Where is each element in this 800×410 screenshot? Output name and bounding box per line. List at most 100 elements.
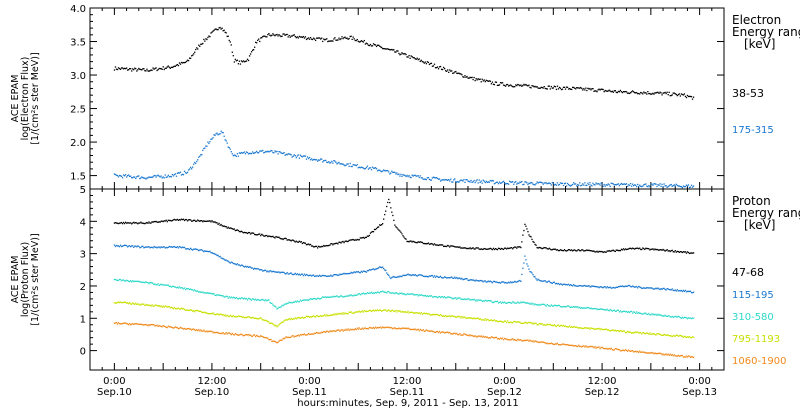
data-point — [140, 323, 142, 325]
data-point — [441, 296, 444, 298]
data-point — [343, 272, 345, 275]
data-point — [351, 328, 353, 331]
data-point — [296, 155, 298, 157]
data-point — [191, 220, 193, 222]
data-point — [288, 273, 290, 275]
data-point — [364, 167, 367, 170]
data-point — [604, 89, 606, 92]
data-point — [270, 235, 272, 238]
data-point — [347, 272, 349, 275]
data-point — [213, 29, 215, 32]
data-point — [200, 329, 202, 331]
data-point — [314, 332, 317, 335]
data-point — [590, 89, 592, 91]
data-point — [403, 236, 405, 238]
data-point — [401, 233, 403, 235]
data-point — [429, 275, 432, 277]
data-point — [584, 182, 586, 184]
data-point — [279, 272, 281, 274]
data-point — [143, 324, 145, 326]
data-point — [453, 72, 455, 74]
data-point — [154, 174, 156, 177]
data-point — [118, 67, 121, 70]
data-point — [427, 242, 430, 244]
data-point — [423, 275, 425, 278]
data-point — [356, 294, 358, 296]
data-point — [157, 305, 159, 307]
data-point — [403, 53, 405, 55]
data-point — [639, 184, 641, 186]
data-point — [262, 299, 264, 301]
data-point — [495, 181, 498, 183]
data-point — [433, 314, 436, 316]
data-point — [623, 330, 626, 332]
data-point — [594, 184, 596, 186]
data-point — [438, 66, 441, 68]
data-point — [446, 277, 448, 279]
data-point — [280, 339, 282, 342]
data-point — [660, 314, 662, 316]
data-point — [181, 327, 184, 329]
data-point — [551, 249, 553, 251]
data-point — [287, 302, 289, 305]
data-point — [353, 329, 355, 331]
data-point — [404, 237, 406, 240]
data-point — [296, 36, 298, 38]
data-point — [142, 245, 144, 248]
data-point — [235, 333, 238, 336]
data-point — [568, 325, 571, 327]
data-point — [179, 287, 182, 289]
data-point — [290, 240, 292, 242]
data-point — [498, 338, 501, 340]
data-point — [142, 324, 144, 326]
data-point — [578, 327, 580, 329]
data-point — [290, 154, 292, 156]
data-point — [311, 159, 314, 161]
data-point — [279, 35, 281, 37]
data-point — [687, 355, 690, 357]
data-point — [465, 76, 467, 78]
data-point — [203, 250, 205, 253]
data-point — [185, 309, 188, 311]
data-point — [476, 300, 478, 302]
data-point — [524, 339, 526, 342]
data-point — [424, 178, 426, 180]
data-point — [378, 309, 381, 311]
data-point — [503, 337, 506, 340]
data-point — [264, 269, 266, 272]
data-point — [556, 342, 559, 344]
data-point — [149, 176, 151, 179]
data-point — [275, 235, 277, 238]
data-point — [151, 282, 153, 284]
data-point — [132, 68, 134, 70]
data-point — [248, 334, 251, 337]
data-point — [400, 53, 402, 55]
data-point — [368, 234, 371, 237]
data-point — [510, 302, 512, 304]
data-point — [299, 241, 302, 243]
data-point — [622, 310, 625, 313]
data-point — [509, 247, 511, 249]
proton-legend-title: Proton — [732, 194, 771, 208]
data-point — [485, 336, 487, 338]
data-point — [275, 151, 277, 153]
data-point — [128, 324, 130, 326]
data-point — [436, 244, 439, 246]
data-point — [611, 310, 613, 312]
data-point — [189, 57, 192, 59]
data-point — [391, 276, 393, 279]
data-point — [558, 283, 561, 286]
data-point — [311, 274, 314, 277]
data-point — [443, 67, 446, 70]
data-point — [218, 332, 220, 334]
data-point — [384, 213, 386, 216]
legend-entry-310-580: 310-580 — [732, 312, 774, 323]
data-point — [174, 246, 177, 249]
data-point — [501, 181, 504, 183]
data-point — [586, 346, 588, 348]
data-point — [655, 92, 657, 94]
data-point — [187, 248, 190, 250]
data-point — [530, 322, 532, 324]
data-point — [639, 286, 641, 288]
data-point — [685, 355, 688, 357]
